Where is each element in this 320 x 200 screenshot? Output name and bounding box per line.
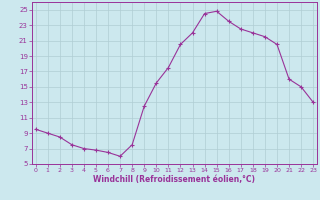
X-axis label: Windchill (Refroidissement éolien,°C): Windchill (Refroidissement éolien,°C) — [93, 175, 255, 184]
